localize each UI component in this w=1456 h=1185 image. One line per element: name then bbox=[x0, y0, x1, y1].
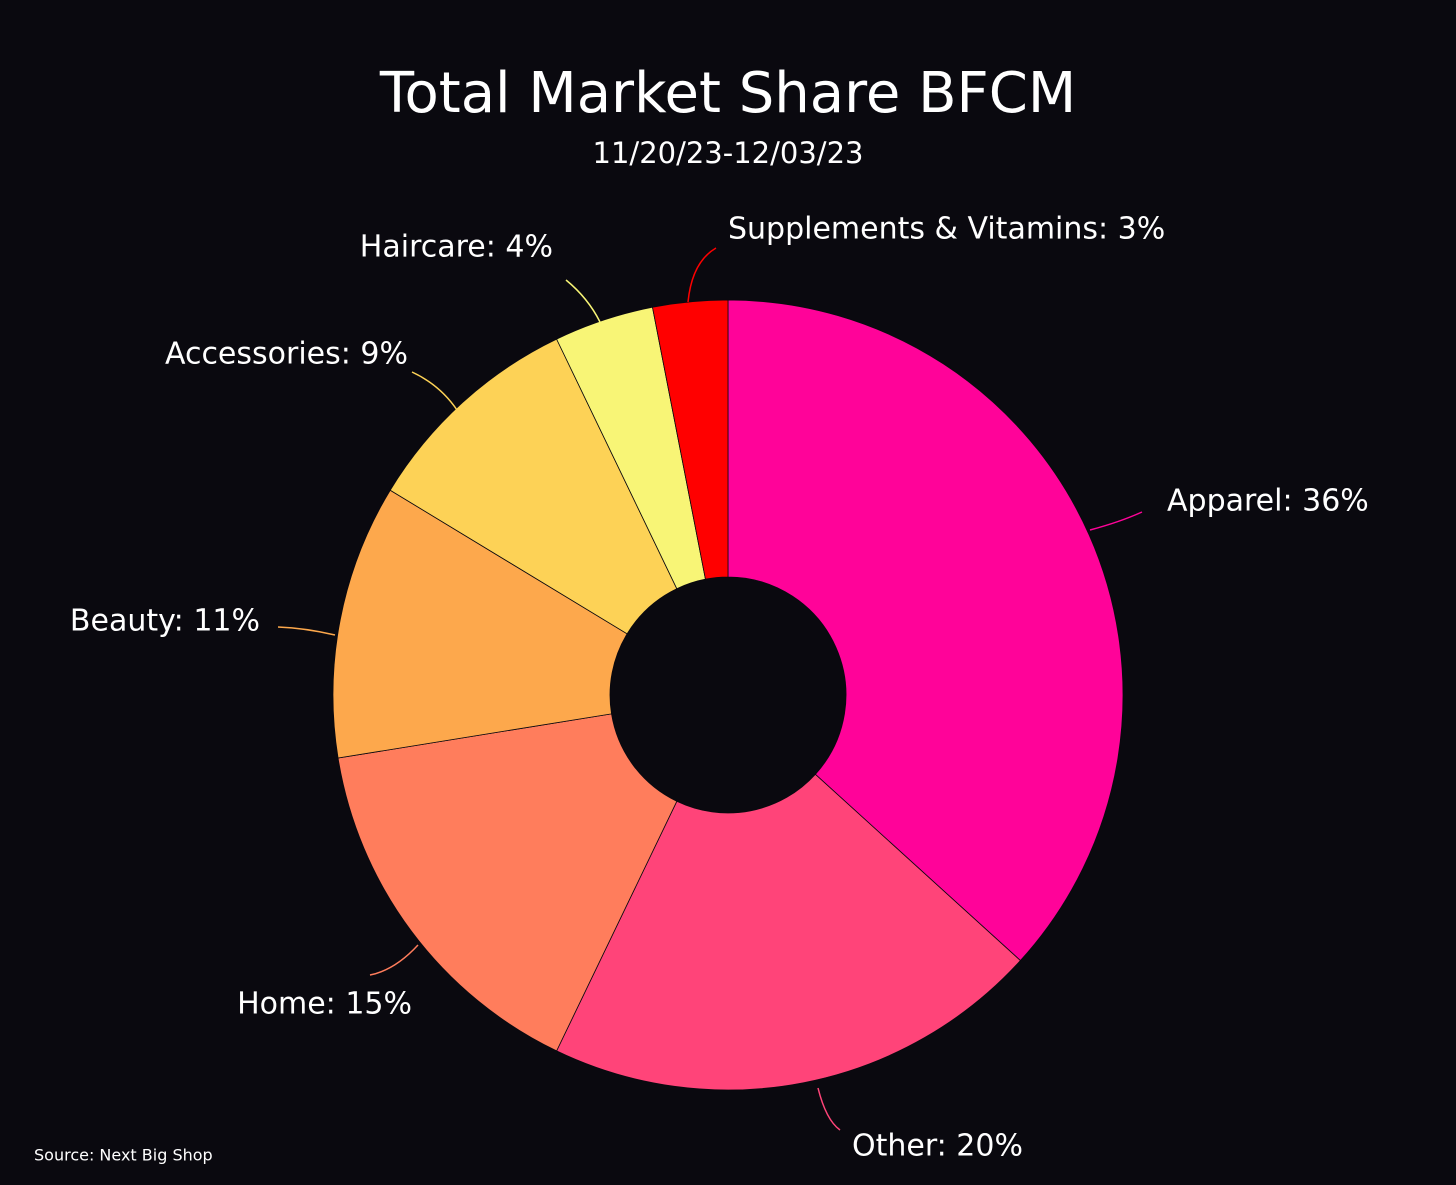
donut-slice bbox=[332, 489, 628, 759]
leader-line bbox=[369, 944, 419, 976]
slice-label: Other: 20% bbox=[852, 1129, 1023, 1164]
chart-subtitle: 11/20/23-12/03/23 bbox=[593, 136, 864, 170]
slice-label: Apparel: 36% bbox=[1167, 484, 1369, 519]
slice-label: Haircare: 4% bbox=[360, 230, 553, 265]
chart-title: Total Market Share BFCM bbox=[379, 61, 1076, 126]
slice-label: Accessories: 9% bbox=[165, 337, 408, 372]
slice-label: Home: 15% bbox=[237, 987, 412, 1022]
leader-line bbox=[687, 247, 717, 303]
slice-label: Supplements & Vitamins: 3% bbox=[728, 212, 1165, 247]
leader-line bbox=[565, 279, 601, 323]
leader-line bbox=[277, 626, 336, 636]
slice-label: Beauty: 11% bbox=[70, 604, 260, 639]
leader-line bbox=[411, 371, 458, 411]
source-note: Source: Next Big Shop bbox=[34, 1146, 213, 1165]
donut-slice bbox=[556, 773, 1021, 1091]
leader-line bbox=[1089, 511, 1143, 531]
donut-slice bbox=[652, 299, 729, 580]
donut-slice bbox=[389, 338, 678, 635]
leader-line bbox=[817, 1087, 841, 1131]
donut-slice bbox=[727, 299, 1124, 962]
donut-slice bbox=[337, 713, 678, 1052]
